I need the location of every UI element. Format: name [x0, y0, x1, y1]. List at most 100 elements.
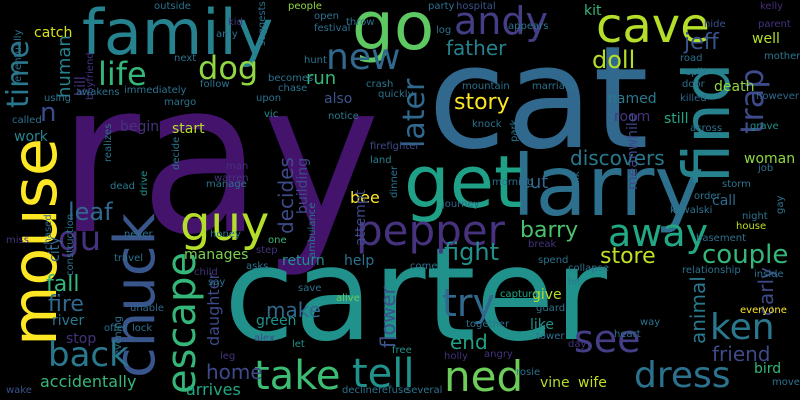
word: pepper: [356, 206, 505, 255]
word: together: [466, 319, 510, 330]
word: arrives: [186, 380, 241, 399]
word: holly: [444, 351, 468, 362]
word: capture: [500, 289, 539, 300]
word: firefighter: [370, 141, 420, 152]
word: warren: [214, 173, 249, 184]
word: save: [298, 283, 322, 294]
word: lock: [132, 323, 153, 334]
word: fall: [46, 272, 80, 297]
word: andy: [454, 0, 548, 43]
word: friend: [712, 342, 771, 366]
word: appears: [508, 21, 549, 32]
word: run: [306, 68, 337, 89]
word: open: [314, 11, 339, 22]
word: home: [206, 360, 263, 384]
word: however: [756, 91, 799, 102]
word: called: [12, 115, 42, 126]
word: job: [758, 163, 774, 174]
word: try: [442, 281, 496, 325]
word: notice: [328, 111, 359, 122]
word: attempt: [353, 189, 369, 246]
word: hide: [704, 19, 726, 30]
word: one: [268, 235, 287, 246]
word: dead: [110, 181, 135, 192]
word: cat: [428, 16, 649, 181]
word: honey: [210, 229, 241, 240]
word: heart: [614, 329, 641, 340]
word: party: [428, 1, 455, 12]
word: land: [370, 155, 392, 166]
word: fight: [444, 238, 499, 266]
word: carter: [224, 221, 607, 370]
word: basement: [696, 233, 746, 244]
word: cut: [520, 172, 549, 193]
word: human: [54, 35, 75, 98]
word: stop: [66, 331, 97, 347]
word: manage: [206, 179, 247, 190]
word: ray: [58, 36, 381, 281]
word: store: [600, 244, 656, 269]
word: margo: [164, 97, 197, 108]
word: river: [52, 313, 85, 329]
word: upon: [256, 93, 282, 104]
word: grave: [750, 121, 779, 132]
word: discovers: [570, 146, 665, 170]
word: jeff: [684, 30, 719, 55]
word: wife: [578, 375, 607, 391]
word: bird: [754, 361, 782, 377]
word: parent: [758, 19, 791, 30]
word: kit: [584, 3, 602, 19]
word: catch: [34, 25, 73, 41]
word: animal: [686, 276, 710, 344]
word: split: [686, 67, 708, 78]
word: amy: [216, 29, 238, 40]
word: leg: [220, 351, 236, 362]
word: well: [752, 31, 780, 47]
word: marriage: [532, 81, 578, 92]
word: journey: [442, 199, 480, 210]
word: everyone: [740, 305, 787, 316]
word: let: [292, 339, 305, 350]
word: father: [446, 36, 507, 60]
word: outside: [154, 1, 191, 12]
word: free: [392, 345, 412, 356]
word: becomes: [268, 73, 314, 84]
word: take: [254, 353, 341, 399]
word: flower: [376, 286, 400, 348]
word: manages: [184, 247, 249, 263]
word: ned: [444, 352, 524, 400]
word: collapse: [568, 263, 610, 274]
word: back: [48, 335, 129, 375]
word: fire: [48, 292, 84, 317]
word: alex: [254, 333, 275, 344]
word: room: [614, 109, 651, 125]
word: get: [404, 140, 523, 224]
word: couple: [702, 240, 789, 270]
word: work: [14, 129, 48, 145]
word: using: [44, 93, 72, 104]
word: bee: [350, 188, 380, 207]
word: ken: [710, 307, 775, 348]
word: story: [454, 90, 510, 115]
word: mother: [764, 51, 800, 62]
word: ambulance: [307, 202, 318, 258]
word: cave: [596, 0, 710, 54]
word: move: [772, 377, 800, 388]
word: tell: [352, 351, 415, 397]
word: guard: [536, 303, 566, 314]
word: give: [532, 287, 562, 303]
word: named: [608, 91, 657, 107]
word: child: [194, 267, 218, 278]
word: drive: [139, 170, 150, 196]
word: people: [288, 1, 322, 12]
word: away: [608, 211, 709, 255]
word: gu: [58, 219, 102, 259]
word: dog: [198, 49, 259, 87]
word: unable: [130, 303, 165, 314]
word: storm: [722, 179, 751, 190]
word: family: [82, 0, 274, 69]
word: come: [410, 261, 438, 272]
word: see: [574, 317, 641, 361]
word: also: [324, 91, 353, 107]
